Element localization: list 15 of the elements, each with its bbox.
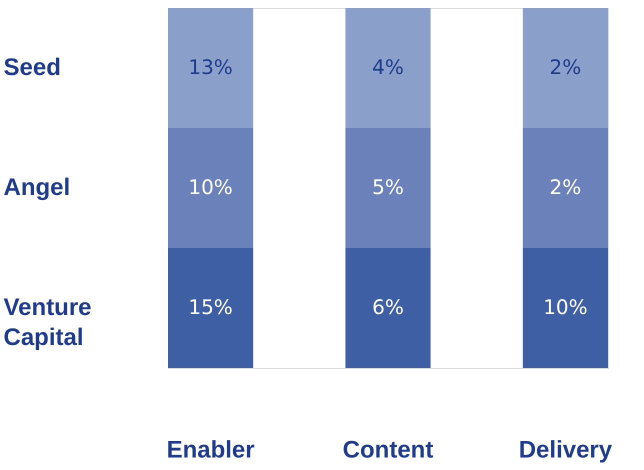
data-label: 5% bbox=[372, 175, 404, 199]
data-label: 2% bbox=[550, 55, 582, 79]
data-label: 2% bbox=[550, 175, 582, 199]
y-tick-label: Angel bbox=[4, 174, 70, 201]
y-tick-label: Seed bbox=[4, 54, 61, 81]
data-label: 10% bbox=[543, 295, 588, 319]
x-tick-label: Delivery bbox=[518, 436, 613, 464]
data-label: 10% bbox=[188, 175, 233, 199]
data-label: 15% bbox=[188, 295, 233, 319]
data-label: 4% bbox=[372, 55, 404, 79]
x-tick-label: Enabler bbox=[166, 436, 255, 464]
y-tick-label: Venture Capital bbox=[4, 294, 92, 351]
x-tick-label: Content bbox=[342, 436, 434, 464]
data-label: 6% bbox=[372, 295, 404, 319]
data-label: 13% bbox=[188, 55, 233, 79]
